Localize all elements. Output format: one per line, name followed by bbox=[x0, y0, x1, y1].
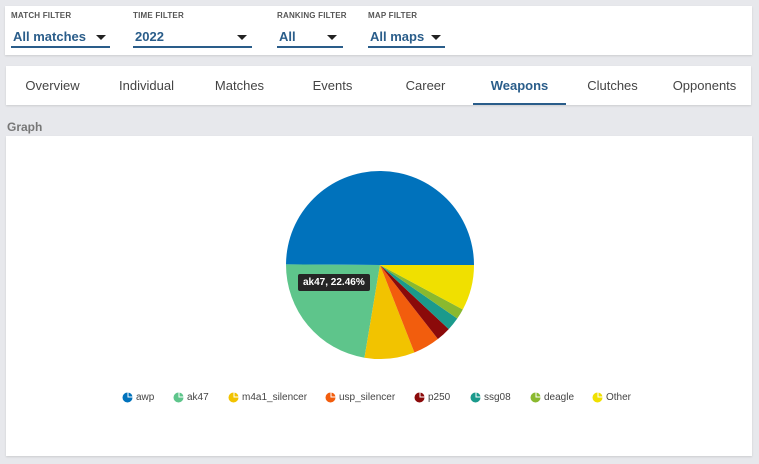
map-filter-select[interactable]: All maps bbox=[368, 24, 445, 48]
pie-slice-ssg08[interactable] bbox=[380, 265, 458, 330]
ranking-filter-select[interactable]: All bbox=[277, 24, 343, 48]
time-filter: TIME FILTER 2022 bbox=[133, 11, 252, 48]
pie-slice-other[interactable] bbox=[380, 265, 474, 310]
pie-legend-icon bbox=[530, 392, 541, 403]
pie-slice-m4a1-silencer[interactable] bbox=[364, 265, 415, 360]
tab-clutches[interactable]: Clutches bbox=[587, 78, 638, 93]
legend-label: usp_silencer bbox=[339, 392, 396, 403]
pie-legend-icon bbox=[173, 392, 184, 403]
chevron-down-icon bbox=[237, 35, 247, 40]
tab-events[interactable]: Events bbox=[312, 78, 353, 93]
tab-matches[interactable]: Matches bbox=[214, 78, 265, 93]
tab-opponents[interactable]: Opponents bbox=[672, 78, 737, 93]
pie-slice-usp-silencer[interactable] bbox=[380, 265, 438, 353]
legend-label: p250 bbox=[428, 392, 451, 403]
legend-label: Other bbox=[606, 392, 632, 403]
legend-label: deagle bbox=[544, 392, 575, 403]
legend-label: awp bbox=[136, 392, 155, 403]
chart-tooltip: ak47, 22.46% bbox=[298, 274, 370, 291]
pie-legend-icon bbox=[592, 392, 603, 403]
tab-overview[interactable]: Overview bbox=[25, 78, 80, 93]
time-filter-value: 2022 bbox=[135, 29, 164, 44]
map-filter-value: All maps bbox=[370, 29, 425, 44]
match-filter-select[interactable]: All matches bbox=[11, 24, 110, 48]
chart-legend: awp ak47 m4a1_silencer usp_silencer p250 ssg0… bbox=[0, 391, 759, 407]
pie-legend-icon bbox=[414, 392, 425, 403]
pie-slice-deagle[interactable] bbox=[380, 265, 463, 319]
stats-tabs: Overview Individual Matches Events Caree… bbox=[6, 66, 751, 105]
tab-weapons[interactable]: Weapons bbox=[473, 66, 566, 105]
pie-legend-icon bbox=[122, 392, 133, 403]
pie-legend-icon bbox=[470, 392, 481, 403]
ranking-filter-label: RANKING FILTER bbox=[277, 11, 347, 20]
tab-career[interactable]: Career bbox=[405, 78, 446, 93]
filter-bar: MATCH FILTER All matches TIME FILTER 202… bbox=[5, 6, 752, 55]
time-filter-select[interactable]: 2022 bbox=[133, 24, 252, 48]
ranking-filter-value: All bbox=[279, 29, 296, 44]
legend-label: ak47 bbox=[187, 392, 209, 403]
map-filter-label: MAP FILTER bbox=[368, 11, 418, 20]
map-filter: MAP FILTER All maps bbox=[368, 11, 445, 48]
tab-individual[interactable]: Individual bbox=[119, 78, 174, 93]
match-filter-label: MATCH FILTER bbox=[11, 11, 72, 20]
chevron-down-icon bbox=[431, 35, 441, 40]
legend-label: ssg08 bbox=[484, 392, 511, 403]
chevron-down-icon bbox=[96, 35, 106, 40]
match-filter: MATCH FILTER All matches bbox=[11, 11, 110, 48]
time-filter-label: TIME FILTER bbox=[133, 11, 184, 20]
ranking-filter: RANKING FILTER All bbox=[277, 11, 347, 48]
section-title: Graph bbox=[7, 120, 43, 134]
match-filter-value: All matches bbox=[13, 29, 86, 44]
legend-label: m4a1_silencer bbox=[242, 392, 308, 403]
pie-legend-icon bbox=[228, 392, 239, 403]
chevron-down-icon bbox=[327, 35, 337, 40]
pie-slice-p250[interactable] bbox=[380, 265, 449, 340]
pie-slice-awp[interactable] bbox=[286, 171, 474, 265]
pie-legend-icon bbox=[325, 392, 336, 403]
